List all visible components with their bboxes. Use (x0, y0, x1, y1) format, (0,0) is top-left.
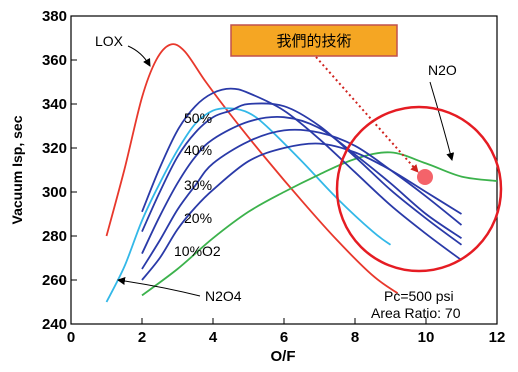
highlight-circle (335, 105, 503, 273)
conditions-area-ratio: Area Ratio: 70 (371, 305, 461, 321)
series-line-50 (141, 87, 463, 261)
series-line-lox (105, 43, 399, 294)
label-50pct: 50% (184, 110, 212, 126)
y-tick-label: 340 (42, 96, 67, 113)
series-line-20 (141, 128, 463, 270)
arrow-n2o4 (117, 277, 201, 297)
arrow-lox (127, 45, 151, 67)
series-label-layer: LOX N2O N2O4 50% 40% 30% 20% 10%O2 (95, 33, 457, 304)
series-line-n2o (141, 151, 498, 297)
x-tick-label: 12 (489, 329, 506, 346)
label-30pct: 30% (184, 177, 212, 193)
highlight-dot (417, 169, 433, 185)
conditions-note: Pc=500 psi Area Ratio: 70 (371, 288, 461, 321)
highlight-layer: 我們的技術 (230, 24, 503, 273)
y-tick-label: 300 (42, 184, 67, 201)
x-axis-title: O/F (271, 348, 296, 365)
series-layer (105, 43, 498, 303)
label-20pct: 20% (184, 210, 212, 226)
x-tick-label: 6 (280, 329, 288, 346)
label-lox: LOX (95, 33, 124, 49)
x-tick-label: 4 (209, 329, 218, 346)
label-n2o4: N2O4 (205, 288, 242, 304)
y-tick-label: 360 (42, 52, 67, 69)
x-tick-label: 8 (351, 329, 359, 346)
label-10pct: 10%O2 (174, 243, 221, 259)
x-tick-label: 2 (138, 329, 146, 346)
highlight-label-box (230, 24, 398, 57)
label-n2o: N2O (428, 62, 457, 78)
conditions-pc: Pc=500 psi (384, 288, 454, 304)
series-line-40 (141, 102, 463, 246)
y-tick-label: 380 (42, 8, 67, 25)
axis-titles: O/F Vacuum Isp, sec (9, 115, 296, 365)
y-axis-title: Vacuum Isp, sec (9, 115, 25, 224)
y-tick-label: 240 (42, 316, 67, 333)
x-tick-label: 10 (418, 329, 435, 346)
axis-ticks: 0 2 4 6 8 10 12 240 260 280 300 320 340 360 380 (42, 8, 505, 346)
highlight-dotted-arrow (315, 56, 419, 173)
highlight-label-text: 我們的技術 (276, 33, 351, 50)
y-tick-label: 260 (42, 272, 67, 289)
label-40pct: 40% (184, 142, 212, 158)
series-line-30 (141, 116, 463, 254)
y-tick-label: 280 (42, 228, 67, 245)
arrow-n2o (429, 81, 455, 161)
series-line-n2o4 (105, 107, 392, 303)
y-tick-label: 320 (42, 140, 67, 157)
x-tick-label: 0 (67, 329, 75, 346)
